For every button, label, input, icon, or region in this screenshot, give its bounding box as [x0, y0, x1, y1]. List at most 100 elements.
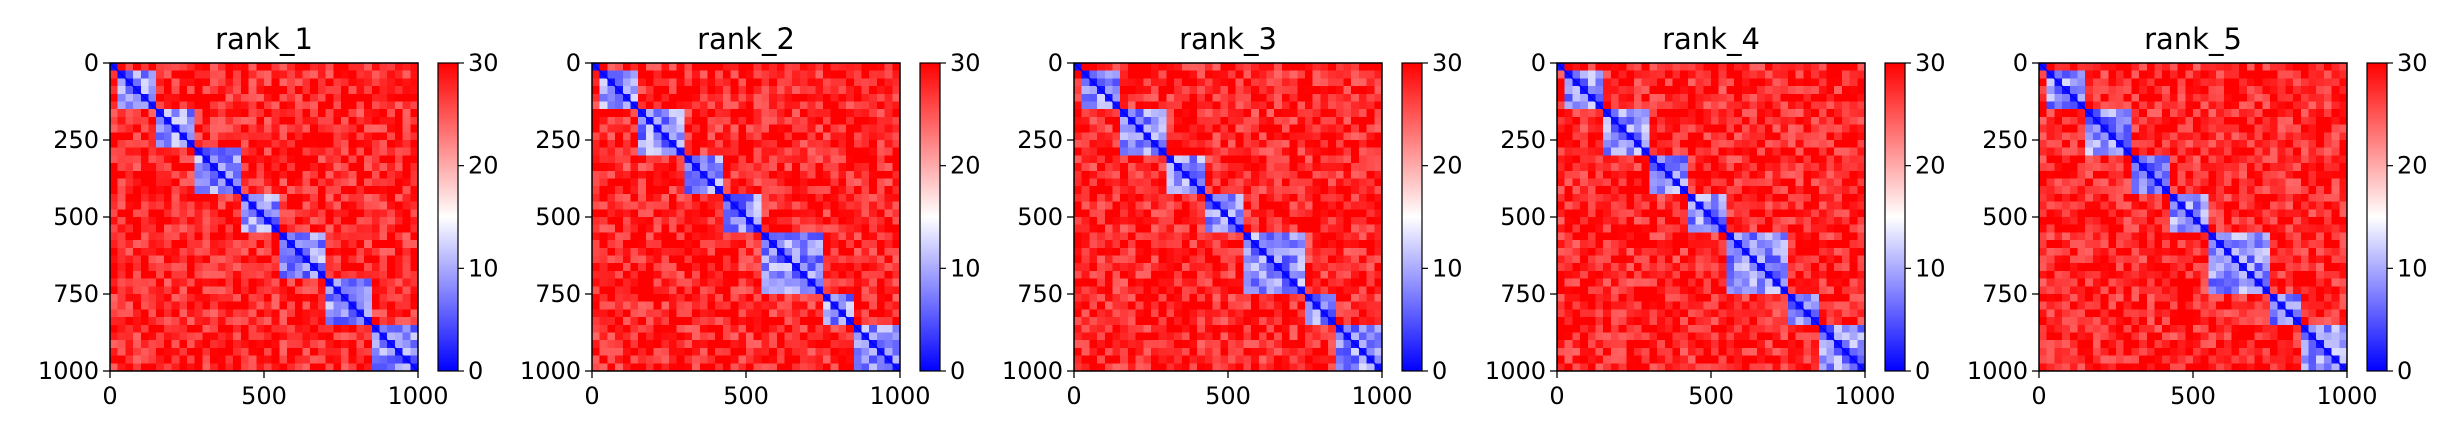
heatmap-cell: [1158, 355, 1167, 364]
heatmap-cell: [607, 193, 616, 203]
heatmap-cell: [861, 217, 870, 226]
heatmap-cell: [1335, 78, 1344, 87]
heatmap-cell: [753, 93, 762, 102]
heatmap-cell: [1228, 109, 1237, 118]
heatmap-cell: [187, 86, 196, 95]
heatmap-cell: [1081, 278, 1090, 287]
heatmap-cell: [133, 70, 142, 79]
heatmap-cell: [1135, 332, 1144, 341]
heatmap-cell: [294, 224, 303, 233]
heatmap-cell: [1320, 294, 1329, 303]
heatmap-cell: [715, 224, 724, 233]
heatmap-cell: [271, 294, 280, 303]
heatmap-cell: [592, 324, 601, 333]
heatmap-cell: [1120, 93, 1129, 102]
heatmap-cell: [838, 170, 847, 179]
heatmap-cell: [1204, 309, 1214, 318]
heatmap-cell: [722, 209, 732, 218]
heatmap-cell: [1235, 317, 1244, 326]
heatmap-cell: [1243, 101, 1252, 110]
heatmap-cell: [1112, 170, 1121, 179]
heatmap-cell: [1274, 324, 1283, 333]
heatmap-cell: [707, 270, 716, 280]
heatmap-cell: [1366, 340, 1375, 349]
heatmap-cell: [1212, 78, 1221, 87]
heatmap-cell: [638, 347, 647, 357]
heatmap-cell: [225, 124, 234, 133]
heatmap-cell: [830, 186, 839, 195]
heatmap-cell: [394, 278, 404, 287]
heatmap-cell: [348, 317, 357, 326]
heatmap-cell: [1074, 116, 1083, 126]
heatmap-cell: [317, 224, 327, 233]
heatmap-cell: [217, 224, 226, 233]
heatmap-cell: [1174, 294, 1183, 303]
heatmap-cell: [387, 116, 396, 126]
heatmap-cell: [1089, 163, 1098, 172]
heatmap-cell: [1274, 93, 1283, 102]
heatmap-cell: [371, 355, 380, 364]
heatmap-cell: [371, 247, 380, 256]
heatmap-cell: [1174, 186, 1183, 195]
heatmap-cell: [1212, 132, 1221, 141]
heatmap-cell: [1687, 78, 1697, 87]
heatmap-cell: [1358, 116, 1368, 126]
heatmap-cell: [1174, 309, 1183, 318]
heatmap-cell: [622, 278, 631, 287]
heatmap-cell: [746, 109, 755, 118]
heatmap-cell: [1328, 193, 1337, 203]
heatmap-cell: [1151, 317, 1160, 326]
heatmap-cell: [179, 109, 188, 118]
heatmap-cell: [240, 355, 250, 364]
heatmap-cell: [387, 301, 396, 310]
heatmap-cell: [225, 332, 234, 341]
heatmap-cell: [1104, 301, 1113, 310]
heatmap-cell: [1089, 363, 1098, 372]
heatmap-cell: [348, 224, 357, 233]
heatmap-cell: [333, 116, 342, 126]
heatmap-cell: [669, 163, 678, 172]
heatmap-cell: [761, 132, 770, 141]
heatmap-cell: [861, 209, 870, 218]
heatmap-cell: [676, 193, 685, 203]
heatmap-cell: [615, 332, 624, 341]
heatmap-cell: [1220, 86, 1229, 95]
heatmap-cell: [287, 355, 296, 364]
heatmap-cell: [379, 255, 388, 264]
heatmap-cell: [1112, 163, 1121, 172]
heatmap-cell: [607, 317, 616, 326]
heatmap-cell: [799, 286, 809, 295]
heatmap-cell: [661, 255, 670, 264]
heatmap-cell: [194, 286, 203, 295]
heatmap-cell: [638, 317, 647, 326]
heatmap-cell: [1081, 332, 1090, 341]
heatmap-cell: [684, 209, 693, 218]
heatmap-cell: [776, 124, 785, 133]
heatmap-cell: [248, 178, 257, 187]
heatmap-cell: [853, 317, 862, 326]
heatmap-cell: [1166, 247, 1175, 256]
heatmap-cell: [1143, 255, 1152, 264]
heatmap-cell: [171, 347, 180, 357]
heatmap-cell: [156, 309, 165, 318]
heatmap-cell: [294, 309, 303, 318]
heatmap-cell: [753, 294, 762, 303]
heatmap-cell: [676, 132, 685, 141]
heatmap-cell: [1335, 278, 1344, 287]
heatmap-cell: [861, 193, 870, 203]
heatmap-cell: [730, 247, 739, 256]
heatmap-cell: [1328, 217, 1337, 226]
heatmap-cell: [861, 63, 870, 72]
heatmap-cell: [364, 170, 373, 179]
heatmap-cell: [630, 224, 639, 233]
heatmap-cell: [592, 317, 601, 326]
heatmap-cell: [661, 78, 670, 87]
heatmap-cell: [1158, 217, 1167, 226]
heatmap-cell: [769, 124, 778, 133]
heatmap-cell: [1258, 263, 1267, 272]
heatmap-cell: [1258, 278, 1267, 287]
heatmap-cell: [799, 132, 809, 141]
heatmap-cell: [225, 193, 234, 203]
heatmap-cell: [371, 93, 380, 102]
heatmap-cell: [1197, 201, 1206, 210]
